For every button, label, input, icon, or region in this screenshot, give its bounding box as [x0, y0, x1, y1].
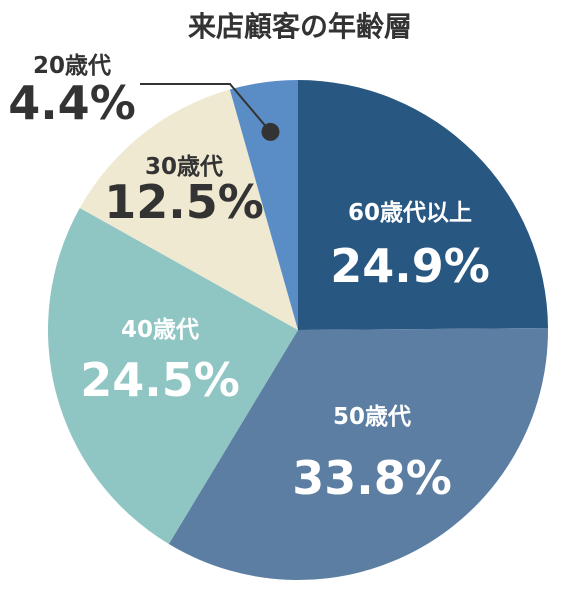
- pie-slice-5: [229, 80, 298, 330]
- slice-label-3: 40歳代: [121, 317, 199, 343]
- pie-slice-1: [298, 80, 548, 330]
- slice-label-1: 60歳代以上: [348, 200, 472, 226]
- slice-percent-4: 12.5%: [104, 175, 264, 229]
- pie-slice-2: [168, 328, 549, 581]
- callout-line: [140, 83, 272, 133]
- callout-dot: [261, 122, 280, 141]
- chart-title: 来店顧客の年齢層: [188, 10, 412, 43]
- slice-label-2: 50歳代: [333, 404, 411, 430]
- slice-label-5: 20歳代: [33, 53, 111, 79]
- slice-percent-2: 33.8%: [292, 451, 452, 505]
- slice-percent-3: 24.5%: [80, 353, 240, 407]
- pie-slice-4: [79, 89, 299, 330]
- slice-percent-5: 4.4%: [8, 76, 136, 130]
- pie-slices: [47, 80, 549, 581]
- pie-slice-3: [47, 207, 298, 545]
- slice-percent-1: 24.9%: [330, 239, 490, 293]
- slice-label-4: 30歳代: [145, 154, 223, 180]
